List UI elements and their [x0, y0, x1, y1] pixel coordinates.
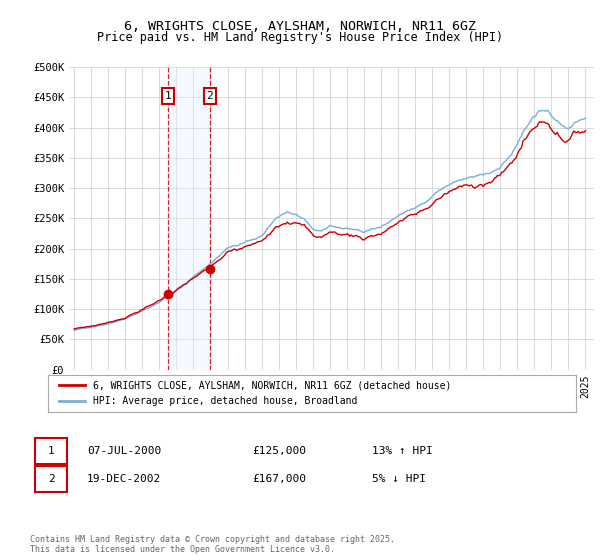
Text: 6, WRIGHTS CLOSE, AYLSHAM, NORWICH, NR11 6GZ (detached house): 6, WRIGHTS CLOSE, AYLSHAM, NORWICH, NR11…	[93, 380, 451, 390]
Text: £167,000: £167,000	[252, 474, 306, 484]
Bar	[168, 67, 210, 370]
Text: Price paid vs. HM Land Registry's House Price Index (HPI): Price paid vs. HM Land Registry's House …	[97, 31, 503, 44]
Text: 6, WRIGHTS CLOSE, AYLSHAM, NORWICH, NR11 6GZ: 6, WRIGHTS CLOSE, AYLSHAM, NORWICH, NR11…	[124, 20, 476, 32]
Text: 1: 1	[165, 91, 172, 101]
Text: 13% ↑ HPI: 13% ↑ HPI	[372, 446, 433, 456]
Text: 1: 1	[47, 446, 55, 456]
Text: Contains HM Land Registry data © Crown copyright and database right 2025.
This d: Contains HM Land Registry data © Crown c…	[30, 535, 395, 554]
Text: 07-JUL-2000: 07-JUL-2000	[87, 446, 161, 456]
Text: 2: 2	[206, 91, 214, 101]
Text: £125,000: £125,000	[252, 446, 306, 456]
Text: HPI: Average price, detached house, Broadland: HPI: Average price, detached house, Broa…	[93, 396, 357, 407]
Text: 2: 2	[47, 474, 55, 484]
Text: 5% ↓ HPI: 5% ↓ HPI	[372, 474, 426, 484]
Text: 19-DEC-2002: 19-DEC-2002	[87, 474, 161, 484]
